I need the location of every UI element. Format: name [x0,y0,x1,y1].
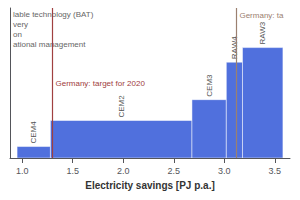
svg-text:RAW4: RAW4 [230,36,239,59]
svg-text:2.5: 2.5 [167,166,180,176]
svg-text:lable technology (BAT): lable technology (BAT) [13,10,94,19]
svg-text:3.0: 3.0 [218,166,231,176]
svg-text:3.5: 3.5 [269,166,282,176]
svg-text:very: very [13,20,28,29]
svg-text:1.5: 1.5 [66,166,79,176]
svg-text:2.0: 2.0 [117,166,130,176]
svg-text:on: on [13,30,22,39]
svg-text:RAW3: RAW3 [258,21,267,44]
svg-text:CEM3: CEM3 [205,74,214,97]
svg-text:Germany: target for 2020: Germany: target for 2020 [55,79,145,88]
svg-text:CEM2: CEM2 [117,95,126,118]
svg-text:1.0: 1.0 [16,166,29,176]
svg-text:CEM4: CEM4 [29,121,38,144]
svg-text:ational management: ational management [13,40,86,49]
svg-text:Electricity savings [PJ p.a.]: Electricity savings [PJ p.a.] [85,180,215,191]
svg-text:Germany: ta: Germany: ta [239,11,284,20]
